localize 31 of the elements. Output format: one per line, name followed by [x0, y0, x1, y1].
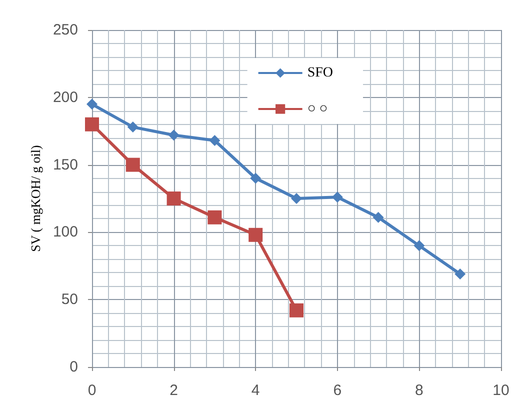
- x-tick-label: 10: [492, 382, 510, 399]
- legend-label: SFO: [307, 66, 334, 80]
- point: [85, 117, 99, 132]
- point: [454, 268, 466, 280]
- point: [414, 240, 425, 252]
- point: [332, 192, 343, 203]
- point: [208, 210, 222, 224]
- point: [209, 135, 220, 146]
- point: [372, 212, 384, 223]
- y-tick-label: 250: [52, 22, 78, 38]
- y-tick-label: 200: [52, 88, 78, 106]
- legend-label: ○ ○: [307, 102, 328, 116]
- point: [291, 193, 302, 204]
- point: [127, 122, 138, 133]
- y-axis-title: SV ( mgKOH/ g oil): [28, 145, 43, 252]
- point: [290, 303, 304, 318]
- point: [168, 130, 180, 141]
- point: [86, 98, 98, 110]
- point: [250, 172, 262, 184]
- x-tick-label: 0: [88, 382, 96, 399]
- y-tick-label: 100: [52, 224, 78, 241]
- point: [248, 228, 263, 242]
- point: [166, 192, 181, 206]
- x-tick-label: 4: [251, 382, 260, 399]
- x-tick-label: 8: [415, 382, 424, 399]
- y-tick-label: 0: [70, 358, 78, 376]
- point: [126, 158, 140, 172]
- y-tick-label: 50: [61, 291, 78, 308]
- y-tick-label: 150: [52, 156, 78, 174]
- x-tick-label: 6: [333, 382, 342, 399]
- x-tick-label: 2: [170, 382, 178, 399]
